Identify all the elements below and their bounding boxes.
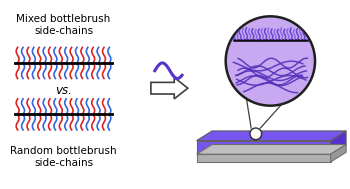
Polygon shape (197, 154, 331, 162)
Polygon shape (197, 131, 346, 141)
Polygon shape (197, 145, 346, 154)
Circle shape (226, 16, 315, 106)
Text: Mixed bottlebrush
side-chains: Mixed bottlebrush side-chains (16, 14, 111, 36)
Polygon shape (331, 131, 346, 154)
Circle shape (250, 128, 261, 140)
Polygon shape (197, 141, 331, 154)
Text: Random bottlebrush
side-chains: Random bottlebrush side-chains (10, 146, 117, 168)
Polygon shape (151, 77, 188, 99)
Polygon shape (331, 145, 346, 162)
Text: vs.: vs. (55, 84, 72, 97)
